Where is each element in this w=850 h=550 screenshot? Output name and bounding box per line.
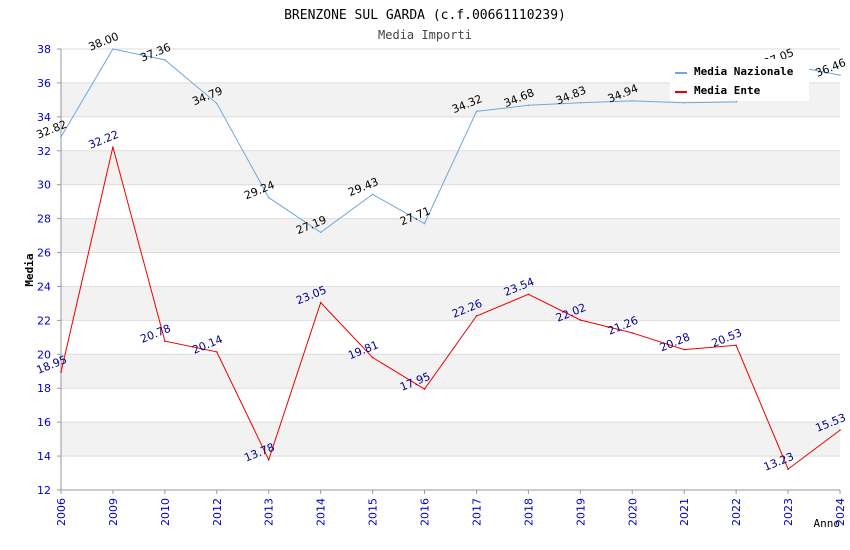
x-tick-label: 2018 bbox=[522, 498, 535, 526]
x-tick-label: 2024 bbox=[834, 498, 847, 526]
data-point bbox=[371, 193, 374, 196]
y-tick-label: 38 bbox=[37, 43, 51, 56]
data-point bbox=[371, 356, 374, 359]
x-tick-label: 2017 bbox=[470, 498, 483, 526]
chart-subtitle: Media Importi bbox=[378, 28, 472, 42]
x-tick-label: 2006 bbox=[55, 498, 68, 526]
data-label: 20.78 bbox=[139, 322, 173, 346]
grid-band bbox=[61, 218, 840, 253]
x-tick-label: 2010 bbox=[159, 498, 172, 526]
legend: Media Nazionale Media Ente bbox=[670, 59, 809, 101]
series-line-media-ente bbox=[60, 146, 841, 470]
x-tick-label: 2016 bbox=[419, 498, 432, 526]
data-point bbox=[579, 101, 582, 104]
y-tick-label: 22 bbox=[37, 314, 51, 327]
data-point bbox=[475, 110, 478, 113]
data-point bbox=[579, 319, 582, 321]
grid-band bbox=[61, 422, 840, 457]
grid-band bbox=[61, 354, 840, 389]
x-tick-label: 2013 bbox=[263, 498, 276, 526]
data-point bbox=[216, 351, 218, 353]
x-tick-label: 2020 bbox=[626, 498, 639, 526]
data-point bbox=[60, 371, 62, 373]
data-point bbox=[60, 136, 62, 138]
series-line-media-nazionale bbox=[60, 48, 841, 234]
x-tick-labels: 2006 2009 2010 2012 2013 2014 2015 2016 2017 2018… bbox=[55, 498, 847, 526]
axes bbox=[57, 48, 841, 494]
y-tick-label: 18 bbox=[37, 382, 51, 395]
data-point bbox=[683, 348, 685, 351]
data-label: 20.14 bbox=[190, 333, 224, 357]
data-point bbox=[423, 222, 426, 225]
y-tick-labels: 12 14 16 18 20 22 24 26 28 30 32 34 36 38 bbox=[37, 43, 51, 497]
x-tick-label: 2023 bbox=[782, 498, 795, 526]
data-point bbox=[787, 468, 789, 470]
data-point bbox=[527, 104, 530, 107]
y-tick-label: 26 bbox=[37, 247, 51, 260]
legend-label-media-nazionale: Media Nazionale bbox=[694, 65, 794, 78]
data-point bbox=[423, 388, 426, 390]
data-point bbox=[735, 101, 737, 103]
data-point bbox=[839, 429, 841, 431]
y-tick-label: 24 bbox=[37, 280, 51, 293]
data-point bbox=[112, 146, 114, 148]
y-tick-label: 12 bbox=[37, 484, 51, 497]
grid-band bbox=[61, 286, 840, 321]
y-axis-label: Media bbox=[23, 253, 36, 286]
data-label: 20.28 bbox=[658, 330, 692, 354]
data-point bbox=[319, 301, 322, 304]
data-point bbox=[112, 48, 114, 50]
data-point bbox=[475, 315, 478, 317]
data-point bbox=[267, 459, 270, 461]
data-point bbox=[735, 344, 737, 347]
y-tick-label: 16 bbox=[37, 416, 51, 429]
x-tick-label: 2012 bbox=[211, 498, 224, 526]
x-tick-label: 2009 bbox=[107, 498, 120, 526]
y-tick-label: 14 bbox=[37, 450, 51, 463]
x-tick-label: 2021 bbox=[678, 498, 691, 526]
data-point bbox=[164, 59, 166, 61]
y-tick-label: 28 bbox=[37, 213, 51, 226]
data-point bbox=[839, 74, 841, 76]
series-lines bbox=[60, 48, 841, 470]
data-point bbox=[164, 340, 166, 342]
legend-label-media-ente: Media Ente bbox=[694, 84, 761, 97]
x-tick-label: 2014 bbox=[315, 498, 328, 526]
y-tick-label: 32 bbox=[37, 145, 51, 158]
x-tick-label: 2015 bbox=[367, 498, 380, 526]
gridlines bbox=[61, 48, 840, 491]
x-tick-label: 2022 bbox=[730, 498, 743, 526]
data-point bbox=[527, 293, 530, 296]
y-tick-label: 30 bbox=[37, 179, 51, 192]
y-tick-label: 36 bbox=[37, 77, 51, 90]
data-point bbox=[631, 100, 634, 102]
y-tick-label: 34 bbox=[37, 111, 51, 124]
legend-background bbox=[670, 59, 809, 101]
x-tick-label: 2019 bbox=[574, 498, 587, 526]
data-label: 36.46 bbox=[814, 56, 848, 80]
data-label: 37.36 bbox=[139, 41, 173, 65]
chart-title: BRENZONE SUL GARDA (c.f.00661110239) bbox=[284, 8, 566, 23]
data-point bbox=[683, 101, 685, 104]
y-tick-label: 20 bbox=[37, 348, 51, 361]
grid-bands bbox=[61, 82, 840, 457]
data-label: 38.00 bbox=[87, 30, 121, 54]
data-point bbox=[216, 102, 218, 105]
data-point bbox=[267, 196, 270, 199]
data-point bbox=[631, 332, 634, 334]
data-point bbox=[319, 231, 322, 234]
data-label: 32.22 bbox=[87, 128, 121, 152]
x-axis-label: Anno bbox=[814, 517, 841, 530]
